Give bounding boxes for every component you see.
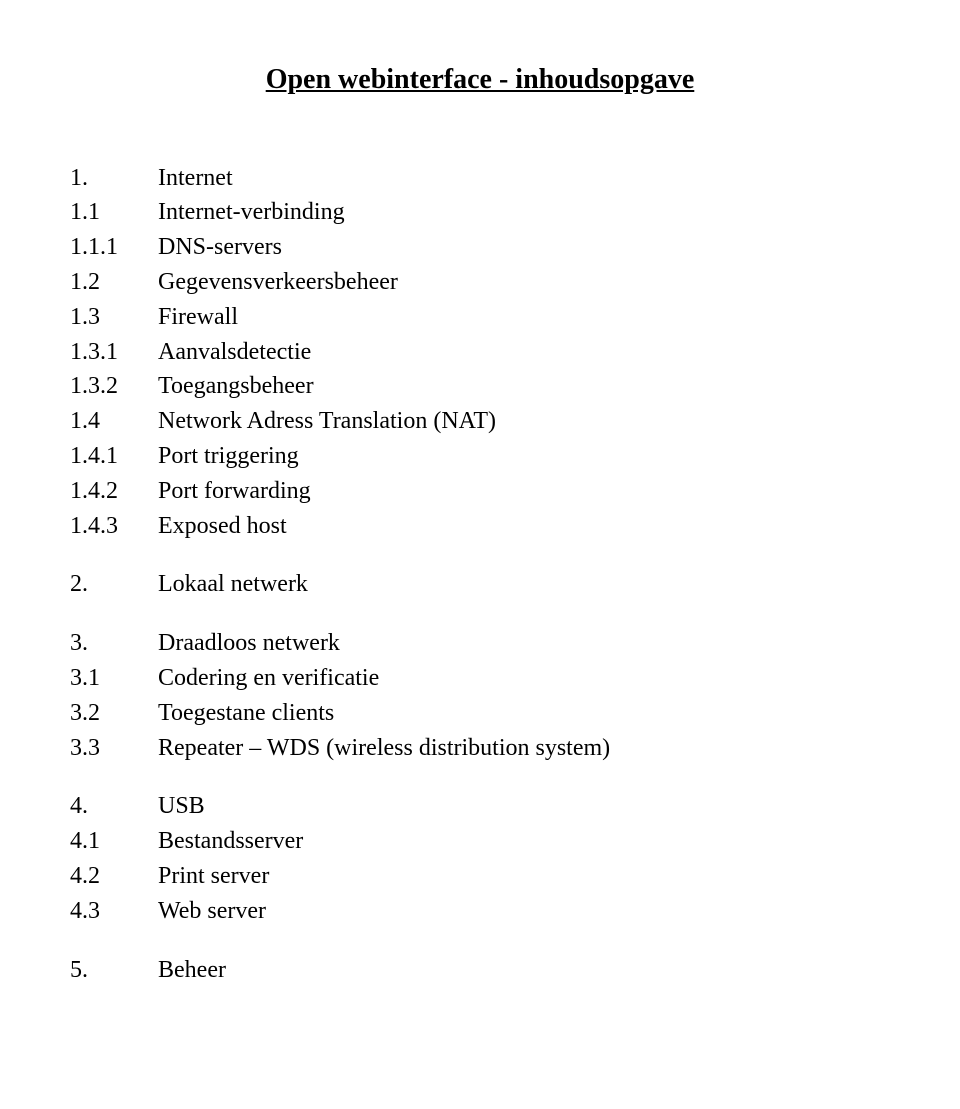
toc-row: 3.Draadloos netwerk: [70, 626, 610, 661]
toc-label: Repeater – WDS (wireless distribution sy…: [158, 731, 610, 766]
toc-row: 4.1Bestandsserver: [70, 824, 610, 859]
toc-label: DNS-servers: [158, 230, 610, 265]
table-of-contents: 1.Internet1.1Internet-verbinding1.1.1DNS…: [70, 161, 610, 988]
toc-number: 1.3.1: [70, 335, 158, 370]
toc-label: Internet-verbinding: [158, 195, 610, 230]
toc-label: Toegestane clients: [158, 696, 610, 731]
toc-spacer: [70, 765, 610, 789]
toc-label: Network Adress Translation (NAT): [158, 404, 610, 439]
toc-row: 1.4.2Port forwarding: [70, 474, 610, 509]
toc-number: 1.4: [70, 404, 158, 439]
page-title: Open webinterface - inhoudsopgave: [70, 60, 890, 101]
toc-number: 1.: [70, 161, 158, 196]
toc-number: 1.3: [70, 300, 158, 335]
toc-label: Aanvalsdetectie: [158, 335, 610, 370]
toc-number: 1.3.2: [70, 369, 158, 404]
toc-label: Toegangsbeheer: [158, 369, 610, 404]
toc-row: 1.4.1Port triggering: [70, 439, 610, 474]
toc-row: 5.Beheer: [70, 953, 610, 988]
toc-row: 1.3Firewall: [70, 300, 610, 335]
toc-row: 1.4.3Exposed host: [70, 509, 610, 544]
toc-number: 4.2: [70, 859, 158, 894]
toc-row: 3.1Codering en verificatie: [70, 661, 610, 696]
toc-label: Print server: [158, 859, 610, 894]
toc-row: 2.Lokaal netwerk: [70, 567, 610, 602]
toc-number: 4.3: [70, 894, 158, 929]
toc-row: 4.3Web server: [70, 894, 610, 929]
toc-row: 1.Internet: [70, 161, 610, 196]
toc-row: 3.3Repeater – WDS (wireless distribution…: [70, 731, 610, 766]
toc-number: 1.1.1: [70, 230, 158, 265]
toc-spacer: [70, 929, 610, 953]
toc-number: 3.: [70, 626, 158, 661]
toc-label: Gegevensverkeersbeheer: [158, 265, 610, 300]
toc-label: Internet: [158, 161, 610, 196]
toc-row: 1.1.1DNS-servers: [70, 230, 610, 265]
toc-label: Beheer: [158, 953, 610, 988]
toc-number: 3.2: [70, 696, 158, 731]
toc-row: 1.4Network Adress Translation (NAT): [70, 404, 610, 439]
toc-label: Port forwarding: [158, 474, 610, 509]
toc-label: Bestandsserver: [158, 824, 610, 859]
toc-spacer: [70, 602, 610, 626]
toc-number: 4.: [70, 789, 158, 824]
toc-label: Codering en verificatie: [158, 661, 610, 696]
toc-number: 3.1: [70, 661, 158, 696]
toc-row: 1.3.2Toegangsbeheer: [70, 369, 610, 404]
toc-number: 1.2: [70, 265, 158, 300]
toc-number: 1.1: [70, 195, 158, 230]
toc-number: 2.: [70, 567, 158, 602]
toc-label: USB: [158, 789, 610, 824]
toc-row: 1.2Gegevensverkeersbeheer: [70, 265, 610, 300]
toc-number: 3.3: [70, 731, 158, 766]
toc-number: 1.4.3: [70, 509, 158, 544]
toc-row: 4.2Print server: [70, 859, 610, 894]
toc-row: 3.2Toegestane clients: [70, 696, 610, 731]
toc-label: Port triggering: [158, 439, 610, 474]
toc-spacer: [70, 543, 610, 567]
toc-number: 1.4.1: [70, 439, 158, 474]
toc-row: 4.USB: [70, 789, 610, 824]
toc-label: Lokaal netwerk: [158, 567, 610, 602]
toc-row: 1.3.1Aanvalsdetectie: [70, 335, 610, 370]
toc-label: Firewall: [158, 300, 610, 335]
toc-label: Exposed host: [158, 509, 610, 544]
toc-number: 4.1: [70, 824, 158, 859]
toc-label: Draadloos netwerk: [158, 626, 610, 661]
toc-label: Web server: [158, 894, 610, 929]
toc-number: 5.: [70, 953, 158, 988]
toc-row: 1.1Internet-verbinding: [70, 195, 610, 230]
toc-number: 1.4.2: [70, 474, 158, 509]
